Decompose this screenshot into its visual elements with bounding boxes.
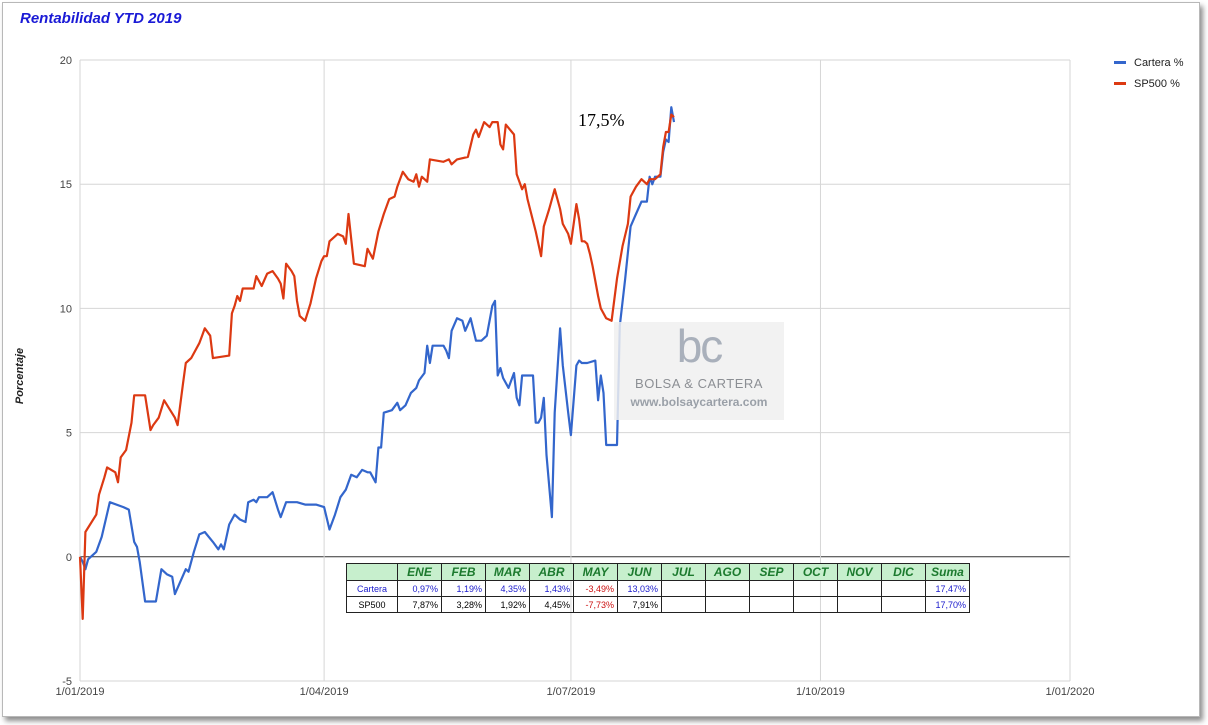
- table-cell: 4,45%: [529, 596, 574, 613]
- watermark-name: BOLSA & CARTERA: [635, 376, 763, 391]
- table-cell: 13,03%: [617, 580, 662, 597]
- legend-swatch-cartera: [1114, 61, 1126, 64]
- table-header: ABR: [529, 563, 574, 581]
- table-cell: [661, 580, 706, 597]
- table-row-label: SP500: [346, 596, 398, 613]
- table-cell: 0,97%: [397, 580, 442, 597]
- series-line-sp500: [78, 113, 675, 620]
- table-cell: -7,73%: [573, 596, 618, 613]
- table-cell: [661, 596, 706, 613]
- y-tick-label: 5: [66, 428, 72, 440]
- table-header: NOV: [837, 563, 882, 581]
- table-header-row: ENE FEB MAR ABR MAY JUN JUL AGO SEP OCT …: [346, 563, 970, 581]
- table-cell: 1,19%: [441, 580, 486, 597]
- x-tick-label: 1/01/2020: [1046, 686, 1095, 698]
- table-header: JUN: [617, 563, 662, 581]
- table-cell: 7,87%: [397, 596, 442, 613]
- table-cell: [881, 580, 926, 597]
- table-cell: [705, 596, 750, 613]
- table-row: SP500 7,87% 3,28% 1,92% 4,45% -7,73% 7,9…: [346, 596, 970, 613]
- table-cell: 17,47%: [925, 580, 970, 597]
- table-header: AGO: [705, 563, 750, 581]
- annotation-value: 17,5%: [578, 110, 625, 130]
- legend-label-sp500: SP500 %: [1134, 77, 1180, 90]
- y-tick-label: 0: [66, 552, 72, 564]
- chart-title: Rentabilidad YTD 2019: [20, 10, 182, 27]
- x-tick-label: 1/04/2019: [300, 686, 349, 698]
- table-header: SEP: [749, 563, 794, 581]
- table-cell: 7,91%: [617, 596, 662, 613]
- table-row-label: Cartera: [346, 580, 398, 597]
- legend-item-sp500[interactable]: SP500 %: [1114, 73, 1184, 94]
- x-tick-label: 1/01/2019: [56, 686, 105, 698]
- table-header: MAY: [573, 563, 618, 581]
- table-cell: -3,49%: [573, 580, 618, 597]
- table-header: FEB: [441, 563, 486, 581]
- y-tick-label: 20: [60, 55, 72, 67]
- table-cell: [837, 580, 882, 597]
- watermark-logo: bc BOLSA & CARTERA www.bolsaycartera.com: [614, 322, 784, 420]
- table-cell: [881, 596, 926, 613]
- table-cell: [837, 596, 882, 613]
- y-tick-label: 10: [60, 303, 72, 315]
- table-header: JUL: [661, 563, 706, 581]
- table-header: MAR: [485, 563, 530, 581]
- x-tick-label: 1/07/2019: [546, 686, 595, 698]
- legend-item-cartera[interactable]: Cartera %: [1114, 52, 1184, 73]
- table-cell: [749, 580, 794, 597]
- y-tick-label: -5: [62, 676, 72, 688]
- y-axis-label: Porcentaje: [14, 347, 27, 405]
- monthly-returns-table: ENE FEB MAR ABR MAY JUN JUL AGO SEP OCT …: [346, 563, 970, 613]
- table-cell: [793, 580, 838, 597]
- table-cell: 1,43%: [529, 580, 574, 597]
- legend-label-cartera: Cartera %: [1134, 56, 1184, 69]
- table-cell: 17,70%: [925, 596, 970, 613]
- y-tick-label: 15: [60, 179, 72, 191]
- table-cell: 4,35%: [485, 580, 530, 597]
- table-header: DIC: [881, 563, 926, 581]
- legend-swatch-sp500: [1114, 82, 1126, 85]
- table-header: ENE: [397, 563, 442, 581]
- table-header: Suma: [925, 563, 970, 581]
- watermark-url: www.bolsaycartera.com: [630, 395, 768, 409]
- x-tick-label: 1/10/2019: [796, 686, 845, 698]
- table-cell: [705, 580, 750, 597]
- table-row: Cartera 0,97% 1,19% 4,35% 1,43% -3,49% 1…: [346, 580, 970, 597]
- table-corner-cell: [346, 563, 398, 581]
- watermark-logo-mark: bc: [676, 320, 724, 372]
- table-cell: 3,28%: [441, 596, 486, 613]
- table-cell: [749, 596, 794, 613]
- table-header: OCT: [793, 563, 838, 581]
- legend: Cartera % SP500 %: [1114, 52, 1184, 94]
- series-line-cartera: [79, 106, 676, 603]
- table-cell: [793, 596, 838, 613]
- table-cell: 1,92%: [485, 596, 530, 613]
